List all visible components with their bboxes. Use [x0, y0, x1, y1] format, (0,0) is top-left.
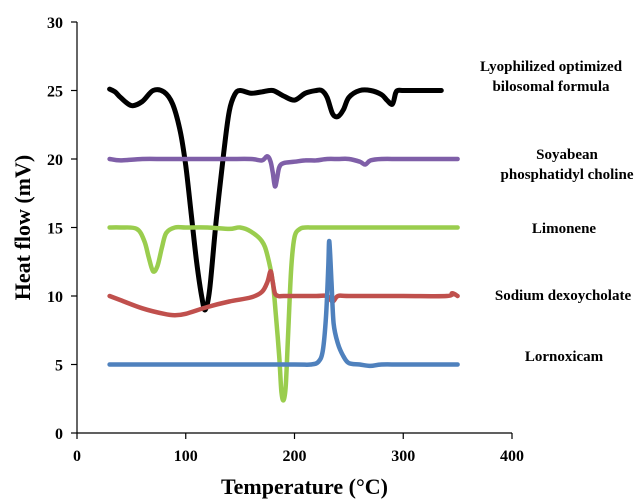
- series-label-line: Limonene: [532, 221, 597, 237]
- y-tick-label: 10: [47, 289, 63, 306]
- series-label-1: Lyophilized optimized bilosomal formula: [480, 59, 623, 95]
- series-label-4: Sodium dexoycholate: [495, 288, 632, 304]
- series-label-line: bilosomal formula: [492, 79, 610, 95]
- series-label-line: Lornoxicam: [525, 349, 604, 365]
- x-tick-label: 300: [391, 448, 415, 465]
- y-tick-label: 0: [55, 426, 63, 443]
- series-label-line: Lyophilized optimized: [480, 59, 623, 75]
- y-tick-label: 20: [47, 152, 63, 169]
- y-tick-label: 30: [47, 15, 63, 32]
- y-axis-title: Heat flow (mV): [10, 155, 35, 300]
- x-tick-label: 400: [500, 448, 524, 465]
- series-line-2: [107, 154, 460, 189]
- series-line-3: [107, 224, 460, 403]
- series-line-4: [107, 269, 460, 318]
- x-tick-label: 200: [283, 448, 307, 465]
- y-tick-label: 15: [47, 221, 63, 238]
- y-tick-label: 5: [55, 358, 63, 375]
- series-labels: Lyophilized optimized bilosomal formula So…: [480, 59, 634, 365]
- x-axis-title: Temperature (°C): [221, 474, 388, 499]
- y-ticks: 0 5 10 15 20 25 30: [47, 15, 77, 443]
- series-label-line: Sodium dexoycholate: [495, 288, 632, 304]
- x-tick-label: 0: [73, 448, 81, 465]
- series-layer: [107, 86, 460, 403]
- series-label-2: Soyabean phosphatidyl choline: [501, 147, 634, 183]
- series-label-line: phosphatidyl choline: [501, 167, 634, 183]
- series-label-3: Limonene: [532, 221, 597, 237]
- series-line-1: [107, 86, 444, 313]
- series-label-5: Lornoxicam: [525, 349, 604, 365]
- x-tick-label: 100: [174, 448, 198, 465]
- series-label-line: Soyabean: [536, 147, 598, 163]
- x-ticks: 0 100 200 300 400: [73, 433, 524, 465]
- series-line-5: [107, 238, 460, 369]
- y-tick-label: 25: [47, 84, 63, 101]
